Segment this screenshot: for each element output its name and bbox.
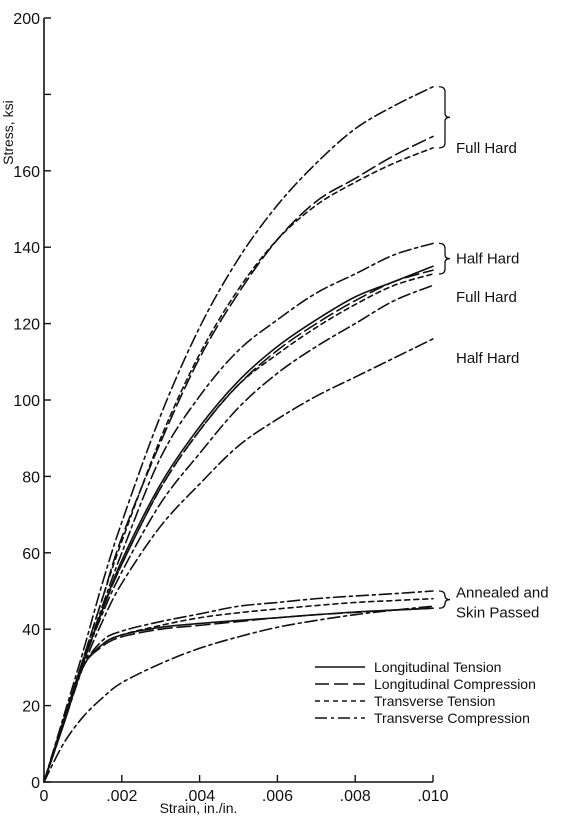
- y-tick-label: 60: [22, 546, 40, 563]
- x-tick-label: .008: [340, 788, 371, 805]
- annotation-label: Half Hard: [456, 350, 519, 367]
- series-line-dash-dot: [43, 85, 434, 783]
- chart-series: [43, 85, 434, 783]
- chart-axes: 0 20 40 60 80 100 120 140 160 200 0 .002 .004 .006 .00…: [0, 11, 449, 816]
- y-tick-label: 200: [13, 11, 40, 28]
- x-tick-label: .002: [106, 788, 137, 805]
- annotation-label: Half Hard: [456, 251, 519, 268]
- annotation-label: Annealed and: [456, 584, 549, 601]
- y-tick-label: 160: [13, 164, 40, 181]
- legend-entry: Longitudinal Tension: [374, 659, 501, 675]
- series-line-short-dash: [43, 147, 434, 783]
- annotation-brace: [438, 86, 451, 149]
- annotation-label: Full Hard: [456, 140, 517, 157]
- y-axis-label: Stress, ksi: [0, 100, 16, 165]
- annotation-label: Full Hard: [456, 289, 517, 306]
- series-line-dash-dot: [43, 284, 434, 783]
- y-tick-label: 0: [31, 775, 40, 792]
- annotation-brace: [438, 590, 451, 609]
- y-tick-label: 140: [13, 240, 40, 257]
- y-tick-label: 100: [13, 393, 40, 410]
- legend-entry: Transverse Tension: [374, 693, 495, 709]
- annotation-label: Skin Passed: [456, 604, 539, 621]
- y-tick-label: 80: [22, 469, 40, 486]
- x-tick-label: .006: [262, 788, 293, 805]
- chart-annotations: Full Hard Half Hard Full Hard Half Hard Anne…: [438, 86, 549, 621]
- series-line-dash-dot: [43, 605, 434, 783]
- legend-entry: Transverse Compression: [374, 710, 530, 726]
- y-tick-label: 20: [22, 699, 40, 716]
- annotation-brace: [438, 242, 451, 275]
- x-tick-label: .010: [417, 788, 448, 805]
- x-tick-label: .004: [184, 788, 215, 805]
- x-tick-label: 0: [40, 788, 49, 805]
- y-tick-label: 120: [13, 317, 40, 334]
- legend-entry: Longitudinal Compression: [374, 676, 536, 692]
- series-line-long-dash: [43, 607, 434, 783]
- x-axis-label: Strain, in./in.: [160, 800, 238, 816]
- y-tick-label: 40: [22, 622, 40, 639]
- series-line-short-dash: [43, 273, 434, 783]
